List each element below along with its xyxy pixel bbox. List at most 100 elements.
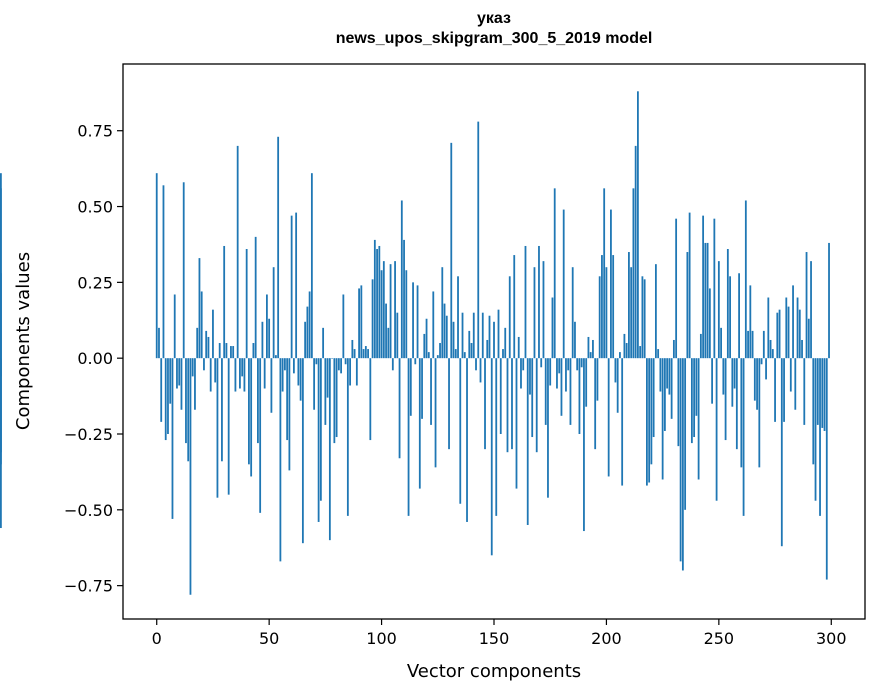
bar-105 — [391, 358, 394, 371]
bar-85 — [346, 358, 349, 516]
bar-227 — [666, 358, 669, 389]
bar-2 — [160, 358, 163, 422]
bar-210 — [628, 252, 630, 359]
bar-62 — [295, 212, 298, 359]
bar-54 — [277, 136, 280, 359]
bar-252 — [722, 358, 725, 395]
bar-175 — [549, 358, 552, 386]
bar-280 — [785, 297, 788, 359]
bar-93 — [364, 346, 367, 359]
bar-249 — [715, 358, 718, 501]
bar-165 — [526, 358, 529, 525]
bar-225 — [661, 358, 664, 480]
bar-64 — [299, 358, 302, 401]
bar-269 — [760, 358, 763, 365]
y-tick-label-5: 0.50 — [77, 198, 113, 217]
bar-43 — [252, 343, 255, 359]
bar-27 — [216, 358, 219, 498]
bar-58 — [286, 358, 289, 441]
bar-44 — [254, 236, 257, 359]
bar-104 — [389, 264, 392, 359]
bar-201 — [607, 358, 610, 477]
bar-164 — [524, 245, 527, 359]
bar-276 — [776, 312, 779, 359]
bar-12 — [182, 182, 185, 359]
bar-144 — [479, 358, 482, 383]
bar-283 — [792, 285, 794, 359]
bar-197 — [598, 276, 601, 359]
bar-59 — [288, 358, 291, 471]
bar-115 — [414, 358, 417, 365]
chart-title-block: указ news_upos_skipgram_300_5_2019 model — [123, 9, 865, 49]
bar-128 — [443, 303, 446, 359]
bar-176 — [551, 297, 554, 359]
bar-221 — [652, 358, 655, 438]
bar-101 — [382, 261, 385, 359]
bar-89 — [355, 358, 358, 386]
bar-136 — [461, 312, 464, 359]
bar-183 — [567, 358, 570, 371]
bar-129 — [445, 315, 448, 359]
bar-117 — [418, 358, 421, 489]
bar-217 — [643, 279, 646, 359]
y-tick-label-4: 0.25 — [77, 273, 113, 292]
bar-238 — [690, 358, 693, 444]
bar-109 — [400, 200, 403, 359]
bar-140 — [470, 343, 473, 359]
bar-50 — [268, 318, 271, 359]
bar-240 — [695, 358, 698, 416]
bar-268 — [758, 358, 761, 468]
bar-131 — [450, 142, 453, 359]
bar-281 — [787, 306, 790, 359]
bar-132 — [452, 321, 455, 359]
bar-174 — [547, 358, 549, 498]
bar-222 — [654, 264, 657, 359]
bar-139 — [468, 330, 471, 359]
bar-76 — [326, 358, 329, 398]
bar-34 — [232, 346, 235, 359]
bar-185 — [571, 267, 574, 359]
bar-113 — [409, 358, 412, 416]
bar-series — [0, 91, 830, 595]
chart-subtitle: news_upos_skipgram_300_5_2019 model — [335, 30, 653, 47]
bar-258 — [735, 358, 738, 450]
bar-248 — [713, 218, 716, 359]
bar-214 — [637, 91, 639, 359]
bar-82 — [340, 358, 342, 374]
x-tick-label-0: 0 — [152, 629, 162, 648]
bar-192 — [587, 336, 590, 359]
bar-0 — [155, 173, 158, 359]
bar-154 — [502, 349, 504, 359]
bar-23 — [207, 336, 210, 359]
bar-9 — [176, 358, 178, 389]
bar-208 — [623, 333, 626, 359]
bar-16 — [191, 358, 194, 377]
bar-130 — [448, 358, 450, 450]
bar-123 — [432, 291, 435, 359]
bar-160 — [515, 358, 518, 489]
bar-141 — [472, 312, 475, 359]
bar-263 — [747, 330, 749, 359]
bar-233 — [679, 358, 682, 562]
bar-158 — [511, 358, 513, 450]
chart-title: указ — [477, 10, 511, 27]
bar-226 — [663, 358, 666, 431]
bar-159 — [513, 255, 516, 359]
bar-184 — [569, 358, 572, 425]
bar-223 — [657, 349, 660, 359]
bar-135 — [459, 358, 462, 504]
bar-4 — [164, 358, 167, 441]
bar-55 — [279, 358, 282, 562]
bar-86 — [349, 358, 351, 386]
bar-272 — [767, 297, 770, 359]
bar-108 — [398, 358, 401, 459]
y-tick-label-3: 0.00 — [77, 349, 113, 368]
bar-299 — [828, 242, 830, 359]
x-axis-label: Vector components — [407, 661, 581, 682]
bar-232 — [677, 358, 680, 447]
bar-189 — [580, 358, 583, 368]
bar-122 — [430, 358, 432, 425]
y-tick-label-2: −0.25 — [64, 425, 113, 444]
bar-293 — [814, 358, 817, 501]
bar-198 — [601, 255, 603, 359]
